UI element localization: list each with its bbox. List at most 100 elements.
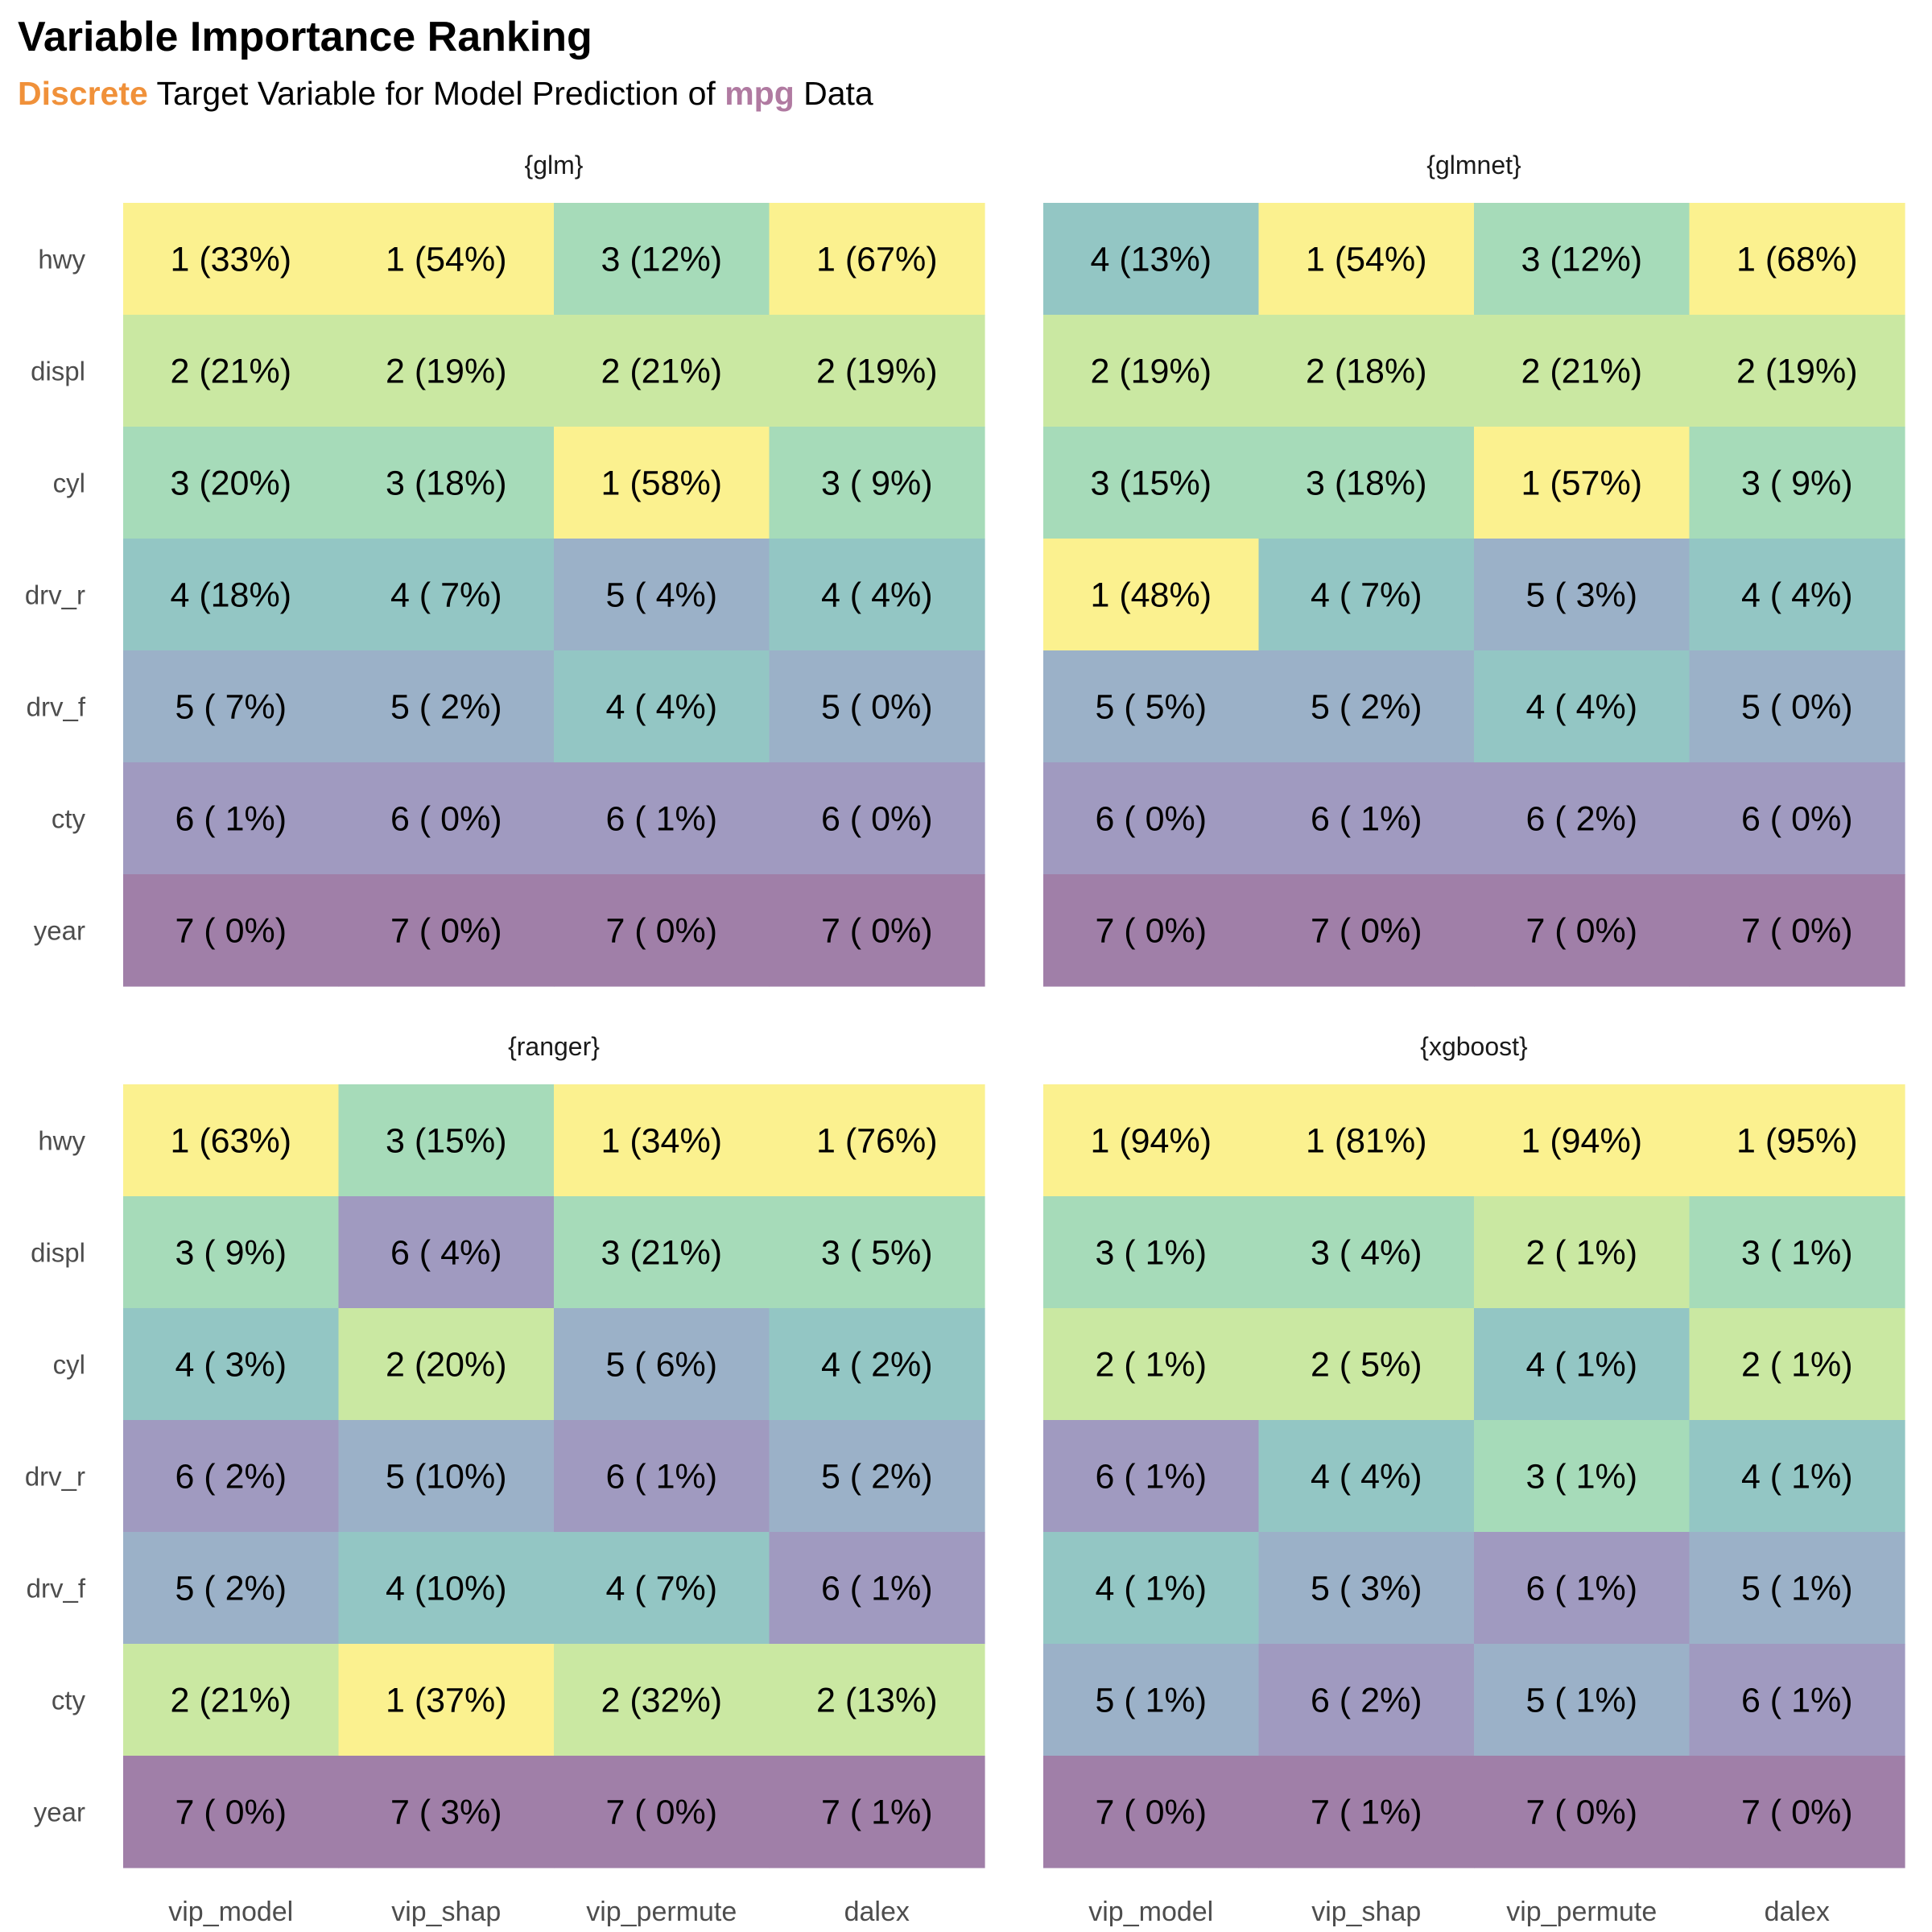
facet-title-glmnet: {glmnet} — [1426, 151, 1521, 180]
cell-label: 4 ( 7%) — [390, 576, 502, 615]
heatmap-cell — [769, 427, 985, 539]
heatmap-cell — [338, 539, 555, 651]
heatmap-cell — [338, 650, 555, 763]
cell-label: 7 ( 1%) — [821, 1794, 933, 1832]
cell-label: 2 ( 1%) — [1741, 1346, 1853, 1385]
heatmap-cell — [338, 874, 555, 987]
heatmap-cell — [1258, 1196, 1475, 1309]
cell-label: 3 ( 9%) — [175, 1234, 287, 1273]
row-label-cty: cty — [52, 1686, 86, 1715]
cell-label: 6 ( 1%) — [1741, 1682, 1853, 1720]
heatmap-cell — [338, 1084, 555, 1197]
cell-label: 4 ( 7%) — [1311, 576, 1422, 615]
cell-label: 6 ( 1%) — [1525, 1570, 1637, 1608]
cell-label: 1 (57%) — [1521, 464, 1642, 503]
heatmap-cell — [123, 1532, 340, 1645]
cell-label: 1 (48%) — [1090, 576, 1212, 615]
heatmap-cell — [1043, 1644, 1260, 1757]
cell-label: 4 ( 3%) — [175, 1346, 287, 1385]
cell-label: 5 ( 0%) — [1741, 688, 1853, 727]
cell-label: 3 (12%) — [601, 241, 722, 279]
cell-label: 3 ( 4%) — [1311, 1234, 1422, 1273]
heatmap-cell — [1043, 762, 1260, 875]
heatmap-cell — [1043, 1532, 1260, 1645]
heatmap-cell — [554, 1756, 770, 1868]
heatmap-cell — [769, 1644, 985, 1757]
heatmap-cell — [123, 427, 340, 539]
cell-label: 4 ( 2%) — [821, 1346, 933, 1385]
heatmap-cell — [123, 1756, 340, 1868]
cell-label: 4 ( 1%) — [1741, 1458, 1853, 1496]
cell-label: 1 (68%) — [1736, 241, 1858, 279]
heatmap-cell — [1258, 1308, 1475, 1421]
heatmap-cell — [1689, 1532, 1905, 1645]
heatmap-cell — [1258, 203, 1475, 316]
cell-label: 6 ( 0%) — [821, 800, 933, 839]
cell-label: 5 ( 6%) — [605, 1346, 717, 1385]
heatmap-cell — [554, 762, 770, 875]
chart-title: Variable Importance Ranking — [18, 14, 592, 60]
cell-label: 1 (81%) — [1306, 1122, 1427, 1161]
heatmap-cell — [1474, 1532, 1690, 1645]
heatmap-cell — [1258, 1084, 1475, 1197]
row-label-hwy: hwy — [38, 245, 85, 275]
cell-label: 3 ( 1%) — [1741, 1234, 1853, 1273]
cell-label: 1 (33%) — [170, 241, 291, 279]
column-label-vip-permute: vip_permute — [1506, 1897, 1657, 1927]
cell-label: 4 ( 1%) — [1525, 1346, 1637, 1385]
heatmap-cell — [1043, 1420, 1260, 1533]
column-label-dalex: dalex — [1765, 1897, 1830, 1927]
cell-label: 7 ( 0%) — [390, 912, 502, 951]
cell-label: 5 ( 3%) — [1525, 576, 1637, 615]
cell-label: 5 ( 5%) — [1095, 688, 1207, 727]
cell-label: 3 ( 1%) — [1095, 1234, 1207, 1273]
cell-label: 3 (18%) — [1306, 464, 1427, 503]
heatmap-cell — [1474, 1308, 1690, 1421]
row-label-displ: displ — [31, 357, 85, 386]
cell-label: 2 (21%) — [170, 1682, 291, 1720]
cell-label: 3 ( 5%) — [821, 1234, 933, 1273]
cell-label: 7 ( 0%) — [1311, 912, 1422, 951]
cell-label: 1 (94%) — [1521, 1122, 1642, 1161]
heatmap-cell — [338, 315, 555, 427]
cell-label: 7 ( 0%) — [605, 1794, 717, 1832]
cell-label: 5 ( 2%) — [1311, 688, 1422, 727]
cell-label: 7 ( 0%) — [1095, 1794, 1207, 1832]
heatmap-cell — [554, 539, 770, 651]
facet-title-glm: {glm} — [525, 151, 584, 180]
cell-label: 3 (15%) — [1090, 464, 1212, 503]
heatmap-cell — [554, 1420, 770, 1533]
heatmap-cell — [769, 650, 985, 763]
cell-label: 2 ( 5%) — [1311, 1346, 1422, 1385]
cell-label: 2 (18%) — [1306, 353, 1427, 391]
cell-label: 6 ( 2%) — [1525, 800, 1637, 839]
heatmap-cell — [1689, 1420, 1905, 1533]
cell-label: 3 (12%) — [1521, 241, 1642, 279]
row-label-drv-f: drv_f — [27, 692, 86, 722]
heatmap-cell — [123, 762, 340, 875]
facet-title-xgboost: {xgboost} — [1420, 1032, 1528, 1061]
heatmap-cell — [769, 1532, 985, 1645]
heatmap-cell — [123, 1308, 340, 1421]
cell-label: 2 (21%) — [601, 353, 722, 391]
column-label-vip-shap: vip_shap — [1311, 1897, 1421, 1927]
heatmap-cell — [1474, 762, 1690, 875]
heatmap-cell — [1043, 203, 1260, 316]
facet-panel-glm: {glm} 1 (33%) 1 (54%) 3 (12%) 1 (67%) 2 (21%)… — [25, 151, 985, 987]
heatmap-cell — [1689, 1196, 1905, 1309]
heatmap-cell — [769, 762, 985, 875]
cell-label: 5 ( 1%) — [1095, 1682, 1207, 1720]
heatmap-cell — [1474, 874, 1690, 987]
cell-label: 4 (18%) — [170, 576, 291, 615]
heatmap-cell — [1689, 203, 1905, 316]
cell-label: 6 ( 2%) — [1311, 1682, 1422, 1720]
cell-label: 7 ( 0%) — [1525, 1794, 1637, 1832]
cell-label: 2 (21%) — [170, 353, 291, 391]
heatmap-cell — [1689, 762, 1905, 875]
heatmap-cell — [123, 315, 340, 427]
heatmap-cell — [338, 1308, 555, 1421]
heatmap-cell — [1689, 539, 1905, 651]
cell-label: 4 (10%) — [386, 1570, 507, 1608]
cell-label: 5 (10%) — [386, 1458, 507, 1496]
cell-label: 5 ( 2%) — [175, 1570, 287, 1608]
